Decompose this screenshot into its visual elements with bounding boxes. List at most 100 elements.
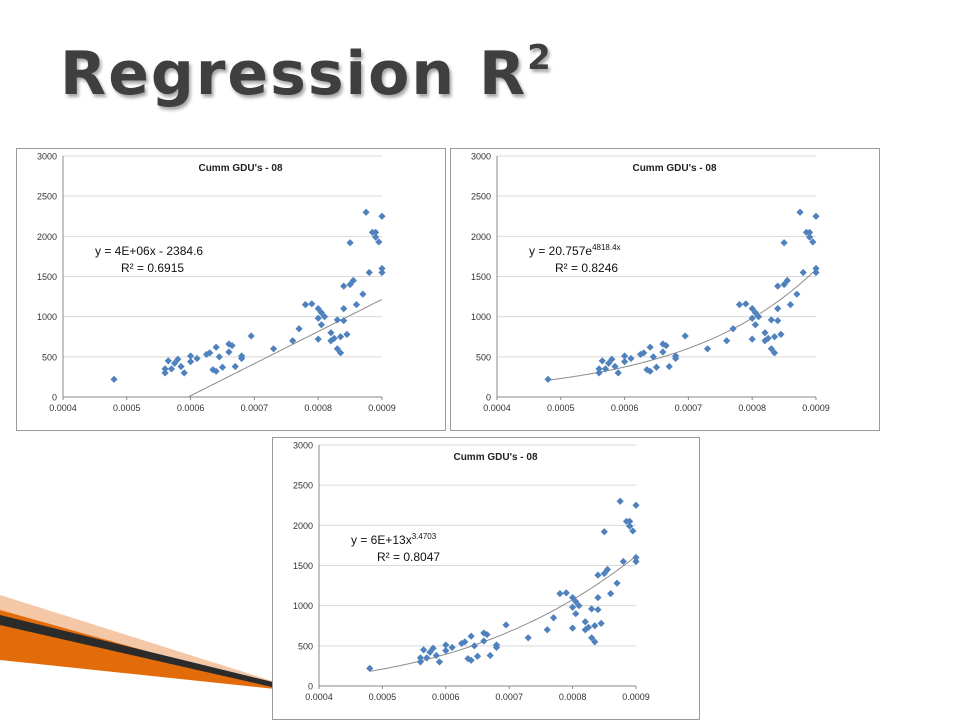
data-point: [616, 497, 624, 505]
data-point: [218, 363, 227, 371]
data-point: [613, 579, 621, 587]
y-tick-label: 2500: [37, 192, 57, 202]
data-point: [330, 334, 338, 342]
data-point: [365, 268, 373, 277]
data-point: [806, 228, 814, 236]
data-point: [420, 646, 428, 654]
chart-power: 0 500 1000 1500 2000 2500 3000 0.0004 0.0005 0.00…: [272, 437, 700, 720]
data-point: [799, 268, 807, 277]
data-point: [659, 348, 667, 356]
data-point: [594, 606, 602, 614]
data-point: [556, 590, 564, 598]
data-point: [435, 658, 444, 666]
y-tick-label: 3000: [37, 152, 57, 162]
x-tick-label: 0.0005: [113, 403, 141, 413]
data-point: [665, 362, 673, 371]
data-point: [767, 345, 775, 353]
y-tick-label: 3000: [471, 152, 491, 162]
equation-exponent: 3.4703: [412, 532, 437, 541]
data-point: [598, 357, 606, 365]
data-point: [228, 341, 236, 350]
data-point: [378, 212, 386, 220]
chart-title: Cumm GDU's - 08: [453, 452, 538, 463]
chart-title: Cumm GDU's - 08: [198, 163, 283, 174]
data-point: [375, 238, 383, 246]
y-tick-label: 500: [42, 352, 57, 362]
data-point: [238, 354, 246, 363]
data-point: [327, 337, 335, 345]
trendline: [369, 555, 637, 672]
r-squared-label: R² = 0.8246: [555, 261, 618, 275]
y-tick-label: 2000: [37, 232, 57, 242]
trendline-equation: y = 4E+06x - 2384.6: [95, 244, 203, 258]
data-point: [317, 321, 325, 329]
data-point: [572, 598, 580, 606]
data-point: [212, 343, 220, 351]
trendline-equation: y = 20.757e4818.4x: [529, 243, 621, 258]
data-point: [340, 282, 348, 290]
data-point: [346, 239, 354, 247]
data-point: [473, 652, 482, 660]
data-point: [632, 553, 640, 562]
x-tick-label: 0.0006: [611, 403, 639, 413]
data-point: [569, 603, 577, 611]
data-point: [336, 333, 345, 341]
data-point: [748, 335, 756, 343]
equation-exponent: 4818.4x: [592, 243, 620, 252]
x-tick-label: 0.0005: [369, 692, 397, 702]
data-point: [483, 630, 491, 639]
x-tick-label: 0.0009: [368, 403, 396, 413]
data-point: [164, 357, 172, 365]
equation-base: y = 20.757e: [529, 244, 592, 258]
data-point: [629, 527, 637, 535]
data-point: [110, 375, 118, 383]
y-tick-label: 2500: [471, 192, 491, 202]
slide-title-text: Regression R: [60, 39, 528, 109]
data-point: [231, 362, 239, 371]
y-tick-label: 2000: [293, 521, 313, 531]
data-point: [793, 290, 801, 298]
data-point: [289, 337, 297, 345]
data-point: [619, 557, 627, 566]
data-point: [796, 208, 804, 216]
data-point: [359, 290, 367, 298]
data-point: [627, 354, 635, 363]
data-point: [594, 594, 602, 602]
y-tick-label: 0: [486, 393, 491, 403]
x-tick-label: 0.0006: [432, 692, 460, 702]
data-point: [333, 316, 341, 324]
data-point: [780, 239, 788, 247]
data-point: [372, 233, 380, 241]
data-point: [595, 369, 603, 377]
data-point: [206, 349, 214, 357]
data-point: [632, 557, 640, 566]
trendline: [547, 269, 817, 381]
data-point: [308, 300, 316, 308]
data-point: [202, 350, 211, 359]
ornament-light-stripe: [0, 595, 285, 685]
chart-exponential: 0 500 1000 1500 2000 2500 3000 0.0004 0.0005 0.00…: [450, 148, 880, 431]
data-point: [594, 571, 602, 579]
y-tick-label: 1500: [37, 272, 57, 282]
data-point: [177, 362, 185, 371]
data-point: [215, 353, 223, 361]
x-tick-label: 0.0006: [177, 403, 205, 413]
data-point: [349, 276, 357, 285]
data-point: [777, 330, 785, 338]
data-point: [652, 363, 661, 371]
data-point: [416, 658, 425, 666]
data-point: [774, 317, 782, 325]
data-point: [486, 651, 494, 660]
chart-linear: 0 500 1000 1500 2000 2500 3000 0.0004 0.0005 0.00…: [16, 148, 446, 431]
y-tick-label: 1000: [293, 601, 313, 611]
x-tick-label: 0.0004: [305, 692, 333, 702]
data-point: [621, 352, 629, 360]
data-point: [575, 602, 583, 610]
chart-power-svg: 0 500 1000 1500 2000 2500 3000 0.0004 0.0005 0.00…: [293, 441, 650, 703]
data-point: [212, 367, 220, 375]
data-point: [470, 642, 478, 650]
data-point: [770, 333, 779, 341]
y-tick-label: 2500: [293, 481, 313, 491]
data-point: [812, 212, 820, 220]
y-tick-label: 0: [308, 682, 313, 692]
